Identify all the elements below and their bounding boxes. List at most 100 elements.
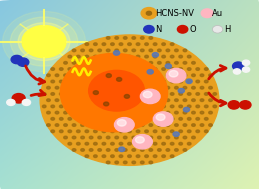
Circle shape — [175, 124, 178, 126]
Circle shape — [204, 130, 208, 133]
Circle shape — [183, 49, 187, 52]
Circle shape — [98, 124, 102, 126]
Circle shape — [98, 99, 102, 101]
Circle shape — [119, 105, 123, 108]
Circle shape — [132, 161, 135, 164]
Circle shape — [119, 118, 123, 120]
Circle shape — [124, 74, 127, 77]
Circle shape — [170, 55, 174, 58]
Circle shape — [233, 69, 241, 74]
Circle shape — [153, 143, 157, 145]
Circle shape — [136, 43, 140, 46]
Circle shape — [143, 91, 152, 98]
Circle shape — [128, 143, 131, 145]
Circle shape — [213, 93, 217, 95]
Circle shape — [68, 68, 71, 70]
Circle shape — [132, 61, 135, 64]
Circle shape — [47, 74, 50, 77]
Circle shape — [64, 61, 67, 64]
Circle shape — [85, 130, 89, 133]
Circle shape — [102, 68, 106, 70]
Circle shape — [141, 8, 157, 19]
Circle shape — [133, 135, 152, 149]
Circle shape — [42, 93, 46, 95]
Circle shape — [89, 124, 93, 126]
Circle shape — [119, 155, 123, 157]
Circle shape — [200, 86, 204, 89]
Circle shape — [85, 43, 89, 46]
Circle shape — [111, 93, 114, 95]
Circle shape — [170, 68, 174, 70]
Circle shape — [166, 111, 170, 114]
Circle shape — [145, 68, 148, 70]
Circle shape — [196, 68, 199, 70]
Circle shape — [72, 61, 76, 64]
Circle shape — [175, 74, 178, 77]
Circle shape — [179, 55, 183, 58]
Circle shape — [175, 149, 178, 151]
Text: H: H — [224, 25, 231, 34]
Circle shape — [55, 86, 59, 89]
Circle shape — [98, 86, 102, 89]
Circle shape — [242, 67, 250, 72]
Circle shape — [47, 86, 50, 89]
Circle shape — [179, 118, 183, 120]
Circle shape — [149, 61, 153, 64]
Circle shape — [166, 61, 170, 64]
Circle shape — [212, 26, 223, 33]
Circle shape — [166, 49, 170, 52]
Circle shape — [170, 93, 174, 95]
Circle shape — [68, 80, 71, 83]
Circle shape — [115, 61, 119, 64]
Circle shape — [153, 80, 157, 83]
Circle shape — [145, 130, 148, 133]
Circle shape — [102, 105, 106, 108]
Circle shape — [68, 130, 71, 133]
Circle shape — [68, 93, 71, 95]
Circle shape — [188, 55, 191, 58]
Circle shape — [81, 149, 84, 151]
Circle shape — [186, 79, 192, 84]
Circle shape — [89, 111, 93, 114]
Circle shape — [72, 136, 76, 139]
Circle shape — [81, 111, 84, 114]
Circle shape — [51, 80, 55, 83]
Circle shape — [144, 26, 154, 33]
Circle shape — [169, 70, 178, 77]
Circle shape — [51, 118, 55, 120]
Circle shape — [119, 68, 123, 70]
Circle shape — [85, 155, 89, 157]
Circle shape — [115, 111, 119, 114]
Circle shape — [55, 124, 59, 126]
Circle shape — [149, 149, 153, 151]
Circle shape — [170, 118, 174, 120]
Circle shape — [119, 93, 123, 95]
Circle shape — [149, 49, 153, 52]
Circle shape — [119, 43, 123, 46]
Circle shape — [102, 80, 106, 83]
Circle shape — [162, 143, 166, 145]
Circle shape — [192, 99, 195, 101]
Circle shape — [102, 118, 106, 120]
Circle shape — [111, 155, 114, 157]
Circle shape — [157, 149, 161, 151]
Circle shape — [102, 93, 106, 95]
Circle shape — [156, 114, 165, 120]
Circle shape — [179, 93, 183, 95]
Circle shape — [162, 55, 166, 58]
Circle shape — [98, 49, 102, 52]
Circle shape — [136, 68, 140, 70]
Circle shape — [98, 136, 102, 139]
Circle shape — [124, 161, 127, 164]
Circle shape — [192, 124, 195, 126]
Circle shape — [147, 70, 153, 74]
Circle shape — [115, 124, 119, 126]
Circle shape — [204, 68, 208, 70]
Circle shape — [145, 93, 148, 95]
Circle shape — [85, 118, 89, 120]
Circle shape — [183, 149, 187, 151]
Circle shape — [140, 37, 144, 39]
Circle shape — [7, 99, 15, 105]
Circle shape — [145, 143, 148, 145]
Circle shape — [153, 43, 157, 46]
